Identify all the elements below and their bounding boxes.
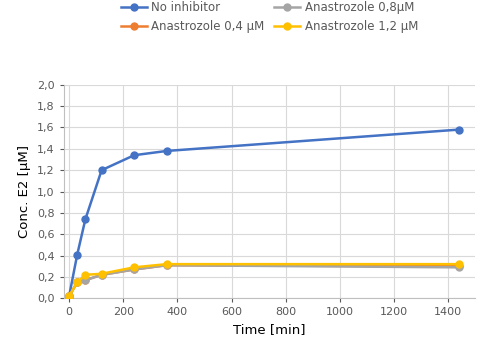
No inhibitor — [131, 153, 137, 157]
Anastrozole 1,2 μM — [456, 262, 462, 266]
Anastrozole 1,2 μM — [66, 294, 72, 298]
Legend: No inhibitor, Anastrozole 0,4 μM, Anastrozole 0,8μM, Anastrozole 1,2 μM: No inhibitor, Anastrozole 0,4 μM, Anastr… — [121, 1, 418, 33]
Anastrozole 1,2 μM — [82, 273, 88, 277]
Anastrozole 0,8μM — [131, 267, 137, 272]
No inhibitor — [98, 168, 104, 172]
Line: Anastrozole 1,2 μM: Anastrozole 1,2 μM — [66, 261, 463, 300]
Anastrozole 0,4 μM — [131, 267, 137, 272]
Y-axis label: Conc. E2 [μM]: Conc. E2 [μM] — [19, 145, 31, 238]
Anastrozole 0,8μM — [82, 278, 88, 282]
Anastrozole 0,8μM — [456, 265, 462, 270]
Anastrozole 0,4 μM — [66, 294, 72, 298]
Anastrozole 0,8μM — [98, 273, 104, 277]
No inhibitor — [74, 253, 80, 257]
X-axis label: Time [min]: Time [min] — [233, 323, 306, 336]
Anastrozole 0,4 μM — [98, 273, 104, 277]
Anastrozole 0,8μM — [74, 280, 80, 284]
Anastrozole 0,4 μM — [74, 280, 80, 284]
Anastrozole 0,8μM — [66, 294, 72, 298]
Anastrozole 0,4 μM — [456, 264, 462, 268]
No inhibitor — [82, 217, 88, 221]
No inhibitor — [164, 149, 170, 153]
Anastrozole 0,4 μM — [164, 263, 170, 267]
Anastrozole 1,2 μM — [164, 262, 170, 266]
Line: No inhibitor: No inhibitor — [66, 126, 463, 300]
Anastrozole 1,2 μM — [74, 280, 80, 284]
Anastrozole 0,8μM — [164, 263, 170, 267]
Anastrozole 1,2 μM — [131, 265, 137, 270]
No inhibitor — [66, 294, 72, 298]
Line: Anastrozole 0,8μM: Anastrozole 0,8μM — [66, 262, 463, 300]
Anastrozole 1,2 μM — [98, 272, 104, 276]
Line: Anastrozole 0,4 μM: Anastrozole 0,4 μM — [66, 262, 463, 300]
Anastrozole 0,4 μM — [82, 278, 88, 282]
No inhibitor — [456, 127, 462, 132]
